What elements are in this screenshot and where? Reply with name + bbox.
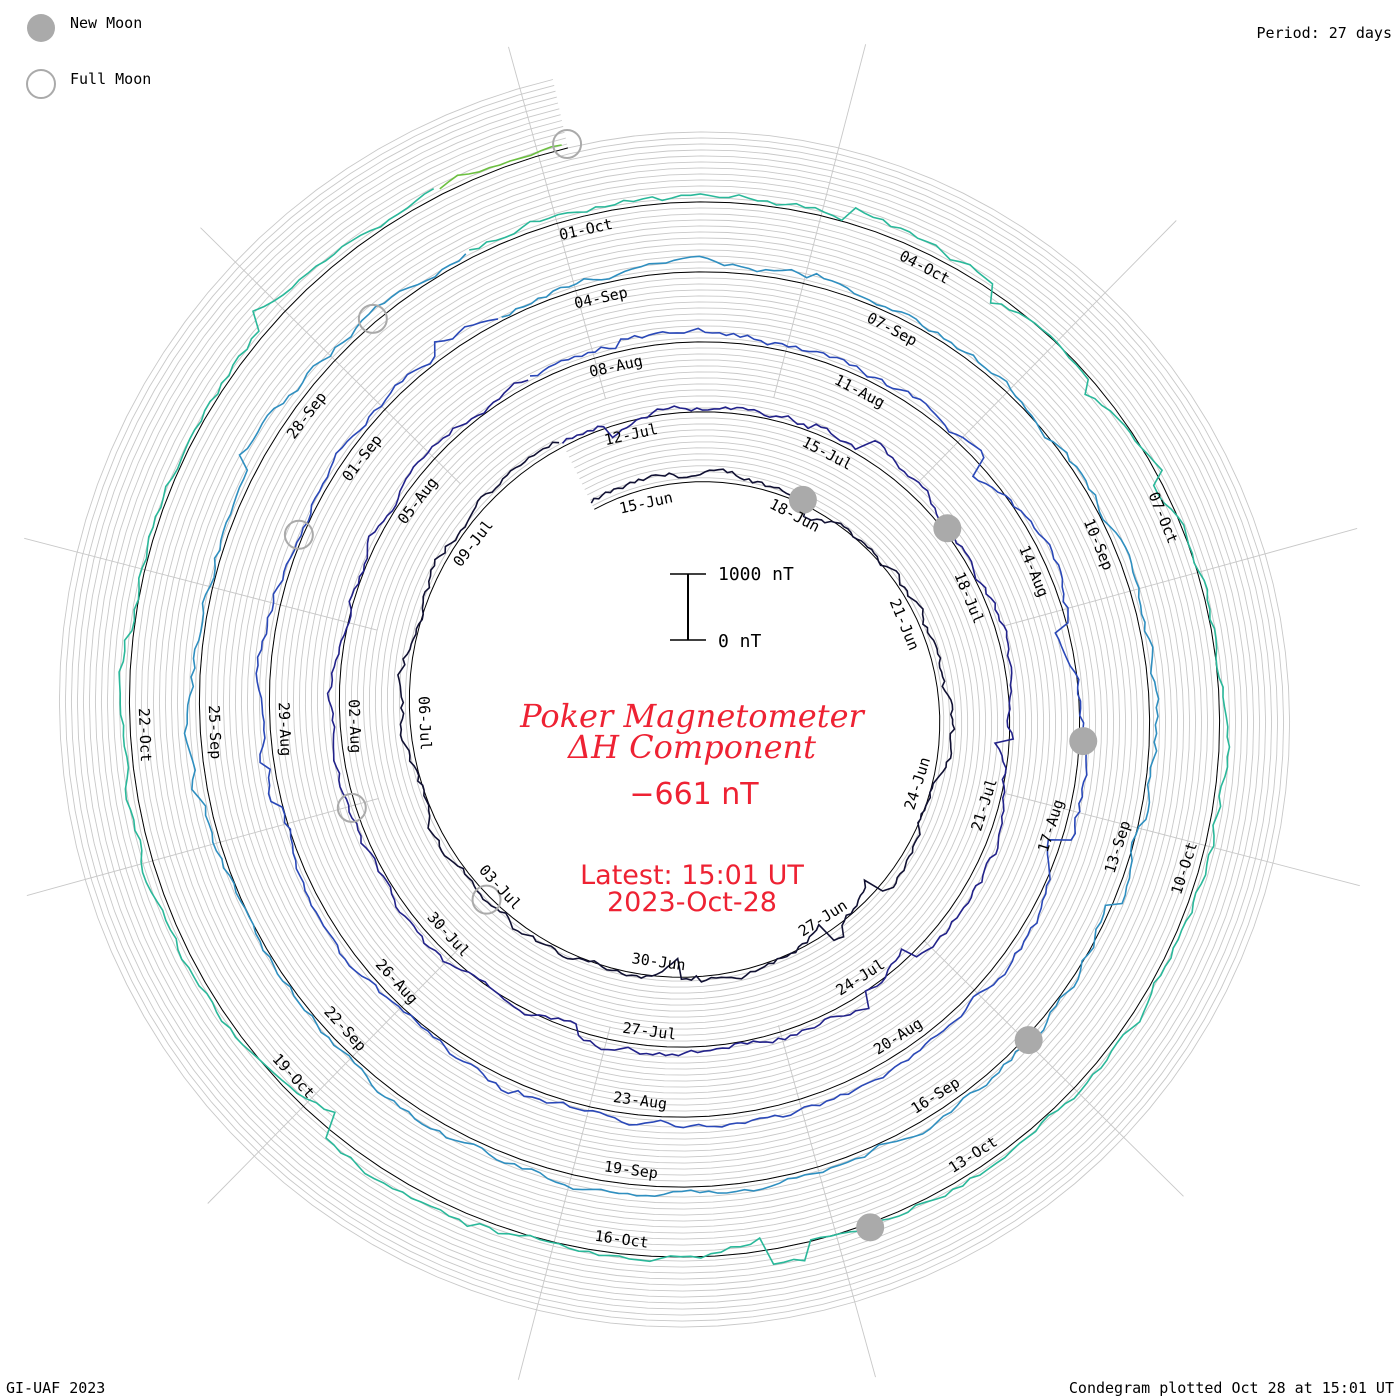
trace-period-3 (255, 318, 1088, 1129)
date-label: 10-Sep (1080, 516, 1117, 573)
full-moon-marker (471, 884, 502, 915)
date-label: 18-Jul (950, 569, 987, 626)
grid-ring (88, 108, 1261, 1298)
full-moon-legend-icon (26, 69, 56, 99)
new-moon-marker (1069, 727, 1098, 756)
date-label: 15-Jun (618, 488, 675, 517)
date-label: 24-Jun (901, 755, 935, 812)
full-moon-marker (552, 128, 583, 159)
scale-bar: 1000 nT 0 nT (670, 564, 794, 652)
trace-period-2 (326, 379, 1015, 1057)
radial-spoke (26, 798, 379, 896)
grid-ring (94, 114, 1255, 1292)
date-label: 29-Aug (275, 702, 295, 757)
date-label: 10-Oct (1167, 840, 1201, 897)
date-label: 06-Jul (415, 696, 435, 751)
radial-spoke (207, 943, 465, 1204)
grid-ring (76, 96, 1273, 1310)
radial-spoke (1006, 793, 1360, 887)
period-label: Period: 27 days (1257, 24, 1392, 42)
date-label: 23-Aug (612, 1088, 668, 1113)
date-label: 21-Jun (886, 596, 923, 653)
new-moon-marker (856, 1213, 885, 1242)
data-traces (118, 144, 1231, 1266)
date-label: 22-Sep (320, 1003, 370, 1055)
date-label: 14-Aug (1015, 543, 1052, 600)
trace-period-6 (439, 144, 562, 190)
date-label: 30-Jun (631, 949, 687, 974)
grid-ring (106, 125, 1243, 1280)
date-label: 13-Oct (945, 1132, 1000, 1176)
full-moon-marker (336, 792, 367, 823)
moon-markers (283, 128, 1098, 1242)
date-label: 27-Jun (795, 896, 850, 940)
grid-ring (82, 102, 1267, 1304)
new-moon-marker (788, 485, 817, 514)
date-label: 07-Oct (1145, 489, 1182, 546)
radial-spoke (778, 1025, 876, 1378)
new-moon-marker (933, 514, 962, 543)
date-label: 16-Sep (908, 1073, 963, 1117)
date-label: 25-Sep (205, 705, 225, 760)
latest-date: 2023-Oct-28 (607, 887, 777, 918)
radial-spoke (517, 1026, 611, 1380)
date-label: 27-Jul (621, 1019, 677, 1044)
date-label: 13-Sep (1101, 818, 1135, 875)
new-moon-legend-label: New Moon (70, 14, 142, 32)
new-moon-marker (1014, 1026, 1043, 1055)
chart-title-line1: Poker Magnetometer (519, 697, 865, 735)
trace-period-5 (118, 188, 1231, 1266)
grid-ring (112, 131, 1237, 1274)
date-label: 22-Oct (135, 708, 155, 763)
radial-spoke (773, 44, 867, 398)
date-label: 04-Sep (572, 283, 629, 312)
date-label: 21-Jul (967, 776, 1001, 833)
scale-bar-top-label: 1000 nT (718, 564, 794, 585)
plotted-timestamp: Condegram plotted Oct 28 at 15:01 UT (1069, 1379, 1394, 1397)
full-moon-marker (283, 519, 314, 550)
latest-value: −661 nT (629, 777, 759, 812)
radial-spoke (24, 537, 378, 631)
grid-ring (124, 143, 1225, 1262)
radial-spokes (24, 44, 1360, 1380)
trace-period-1 (397, 441, 956, 983)
latest-time: Latest: 15:01 UT (580, 860, 804, 891)
scale-bar-bottom-label: 0 nT (718, 631, 762, 652)
full-moon-marker (357, 303, 388, 334)
credit-label: GI-UAF 2023 (6, 1379, 105, 1397)
grid-ring (100, 120, 1249, 1286)
chart-title-line2: ΔH Component (566, 728, 816, 766)
date-label: 08-Aug (587, 352, 644, 381)
date-label: 24-Jul (833, 955, 888, 999)
new-moon-legend-icon (27, 14, 55, 42)
radial-spoke (1005, 528, 1358, 626)
date-label: 26-Aug (372, 955, 422, 1007)
grid-ring (70, 90, 1279, 1316)
date-label: 19-Sep (603, 1157, 659, 1182)
date-label: 01-Oct (557, 215, 614, 244)
radial-spoke (923, 939, 1184, 1197)
date-label: 30-Jul (424, 908, 474, 960)
radial-spoke (508, 46, 606, 399)
date-label: 17-Aug (1034, 797, 1068, 854)
date-label: 02-Aug (345, 699, 365, 754)
date-label: 16-Oct (594, 1227, 650, 1252)
grid-ring (64, 84, 1285, 1322)
full-moon-legend-label: Full Moon (70, 70, 151, 88)
trace-period-4 (183, 253, 1160, 1198)
